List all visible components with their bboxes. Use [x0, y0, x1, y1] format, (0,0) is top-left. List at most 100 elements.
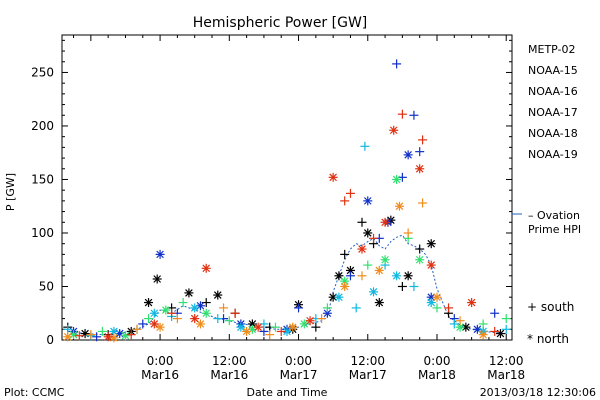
- point-noaa-19: [418, 135, 428, 145]
- point-noaa-19: [426, 260, 436, 270]
- point-noaa-18: [340, 281, 350, 291]
- legend: METP-02 NOAA-15 NOAA-16 NOAA-17 NOAA-18 NOAA-…: [528, 43, 578, 161]
- point-noaa-19: [201, 263, 211, 273]
- point-metp-02: [374, 298, 384, 308]
- x-tick-date: Mar16: [141, 368, 179, 382]
- point-noaa-18: [109, 333, 119, 343]
- point-noaa-19: [415, 164, 425, 174]
- x-tick-date: Mar16: [210, 368, 248, 382]
- point-noaa-19: [190, 314, 200, 324]
- point-metp-02: [461, 322, 471, 332]
- point-metp-02: [363, 228, 373, 238]
- x-tick-date: Mar18: [487, 368, 525, 382]
- point-metp-02: [213, 290, 223, 300]
- x-tick-time: 12:00: [212, 354, 247, 368]
- chart-title: Hemispheric Power [GW]: [193, 15, 368, 31]
- x-tick-time: 0:00: [424, 354, 451, 368]
- point-metp-02: [415, 244, 425, 254]
- point-noaa-17: [392, 174, 402, 184]
- point-noaa-15: [92, 332, 102, 342]
- point-noaa-15: [294, 303, 304, 313]
- y-tick-label: 250: [31, 65, 54, 79]
- point-noaa-19: [345, 188, 355, 198]
- y-axis-label: P [GW]: [4, 173, 17, 211]
- point-noaa-18: [317, 314, 327, 324]
- ovation-legend-line-1: – Ovation: [528, 209, 580, 222]
- x-axis-label: Date and Time: [247, 386, 328, 399]
- point-noaa-17: [363, 260, 373, 270]
- point-metp-02: [152, 274, 162, 284]
- point-noaa-17: [97, 326, 107, 336]
- point-noaa-17: [161, 305, 171, 315]
- plot-frame: [61, 34, 513, 341]
- y-tick-label: 0: [46, 333, 54, 347]
- point-noaa-18: [172, 314, 182, 324]
- legend-item-noaa-16: NOAA-16: [528, 85, 578, 98]
- point-noaa-19: [389, 125, 399, 135]
- point-noaa-17: [120, 331, 130, 341]
- point-noaa-17: [201, 308, 211, 318]
- symbol-legend-south: + south: [527, 300, 574, 314]
- point-noaa-18: [288, 322, 298, 332]
- x-tick-date: Mar17: [280, 368, 318, 382]
- plot-source: Plot: CCMC: [4, 386, 65, 399]
- point-noaa-16: [213, 314, 223, 324]
- point-metp-02: [80, 329, 90, 339]
- point-noaa-19: [230, 308, 240, 318]
- point-noaa-19: [357, 244, 367, 254]
- point-noaa-17: [224, 316, 234, 326]
- y-tick-label: 100: [31, 226, 54, 240]
- legend-item-noaa-19: NOAA-19: [528, 148, 578, 161]
- x-tick-time: 0:00: [285, 354, 312, 368]
- point-noaa-17: [322, 303, 332, 313]
- point-noaa-18: [219, 303, 229, 313]
- point-noaa-18: [478, 330, 488, 340]
- point-noaa-19: [380, 217, 390, 227]
- point-noaa-17: [380, 255, 390, 265]
- point-noaa-19: [74, 331, 84, 341]
- point-noaa-18: [418, 198, 428, 208]
- point-noaa-16: [369, 287, 379, 297]
- point-noaa-18: [132, 324, 142, 334]
- point-noaa-17: [144, 314, 154, 324]
- ovation-line: [67, 234, 507, 336]
- point-noaa-16: [334, 292, 344, 302]
- point-noaa-17: [270, 322, 280, 332]
- y-tick-label: 50: [39, 279, 54, 293]
- y-tick-label: 150: [31, 172, 54, 186]
- point-noaa-18: [455, 316, 465, 326]
- point-noaa-19: [305, 316, 315, 326]
- point-metp-02: [357, 217, 367, 227]
- point-noaa-19: [340, 196, 350, 206]
- point-noaa-18: [242, 326, 252, 336]
- point-noaa-19: [397, 109, 407, 119]
- legend-item-noaa-18: NOAA-18: [528, 127, 578, 140]
- point-metp-02: [426, 239, 436, 249]
- point-noaa-19: [467, 298, 477, 308]
- point-noaa-15: [345, 271, 355, 281]
- point-noaa-19: [444, 303, 454, 313]
- point-noaa-18: [395, 201, 404, 211]
- point-noaa-18: [63, 332, 73, 342]
- x-tick-time: 12:00: [489, 354, 524, 368]
- point-noaa-19: [126, 330, 136, 340]
- point-noaa-15: [409, 110, 419, 120]
- symbol-legend-north: * north: [527, 332, 569, 346]
- point-noaa-18: [195, 319, 205, 329]
- point-metp-02: [403, 271, 413, 281]
- point-noaa-18: [86, 330, 96, 340]
- point-noaa-16: [236, 322, 246, 332]
- legend-item-metp-02: METP-02: [528, 43, 576, 56]
- point-noaa-15: [138, 319, 148, 329]
- ovation-legend-line-2: Prime HPI: [528, 223, 581, 236]
- point-metp-02: [144, 298, 154, 308]
- point-metp-02: [495, 329, 505, 339]
- y-axis: 0 50 100 150 200 250: [31, 39, 512, 347]
- point-noaa-15: [155, 249, 165, 259]
- x-axis: 0:00Mar1612:00Mar160:00Mar1712:00Mar170:…: [73, 35, 525, 382]
- point-noaa-19: [276, 326, 286, 336]
- point-noaa-18: [374, 265, 384, 275]
- legend-item-noaa-17: NOAA-17: [528, 106, 578, 119]
- point-noaa-18: [432, 292, 442, 302]
- point-metp-02: [311, 322, 321, 332]
